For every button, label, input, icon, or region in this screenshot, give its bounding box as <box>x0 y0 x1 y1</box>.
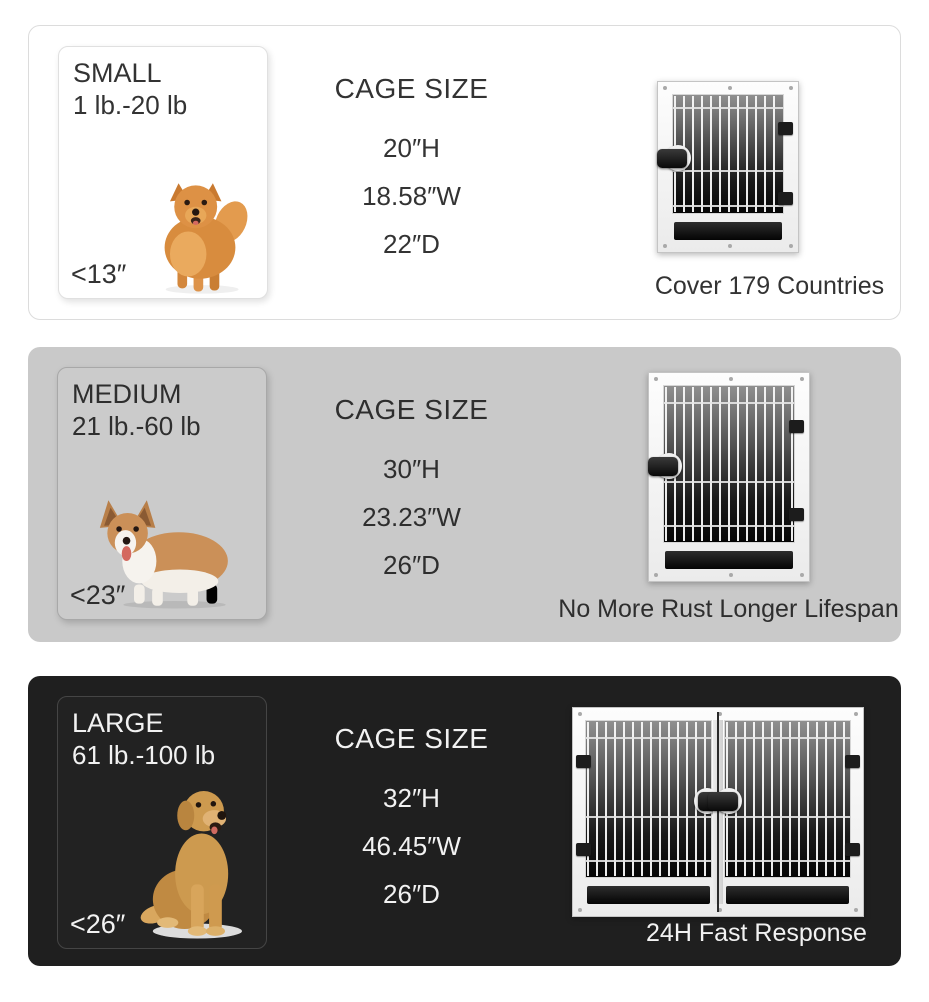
cage-specs: CAGE SIZE 30″H 23.23″W 26″D <box>267 347 556 642</box>
cage-hinge <box>788 508 804 522</box>
single-door-cage-photo <box>647 372 810 582</box>
cage-hinge <box>777 191 793 205</box>
cage-depth-value: 26″D <box>383 550 440 580</box>
cage-knob <box>656 149 687 169</box>
cage-hinge <box>576 843 591 857</box>
cage-hinge <box>576 754 591 768</box>
weight-range: 61 lb.-100 lb <box>72 739 216 770</box>
cage-height-value: 32″H <box>383 783 440 813</box>
size-panel-large: LARGE 61 lb.-100 lb < <box>28 676 901 966</box>
medium-dog-card: MEDIUM 21 lb.-60 lb <box>57 367 267 620</box>
single-door-cage-photo <box>656 81 799 253</box>
cage-hinge <box>788 419 804 433</box>
cage-hinge <box>845 843 860 857</box>
cage-size-heading: CAGE SIZE <box>334 73 489 104</box>
height-limit: <23″ <box>70 580 126 610</box>
large-dog-card: LARGE 61 lb.-100 lb < <box>57 696 267 949</box>
size-label: LARGE <box>72 708 164 738</box>
cage-column: Cover 179 Countries <box>555 26 900 319</box>
cage-width-value: 23.23″W <box>362 502 461 532</box>
cage-specs: CAGE SIZE 32″H 46.45″W 26″D <box>267 676 556 966</box>
cage-knob <box>647 456 678 476</box>
cage-depth-value: 22″D <box>383 229 440 259</box>
cage-tray <box>726 886 849 904</box>
corgi-photo <box>99 500 228 609</box>
golden-retriever-photo <box>140 791 242 939</box>
panel-caption: Cover 179 Countries <box>654 272 885 300</box>
cage-center-divider <box>713 712 723 912</box>
cage-size-heading: CAGE SIZE <box>334 723 489 754</box>
height-limit: <26″ <box>70 909 126 939</box>
height-limit: <13″ <box>71 259 127 289</box>
size-panel-small: SMALL 1 lb.-20 lb <13″ <box>28 25 901 320</box>
cage-width-value: 18.58″W <box>362 181 461 211</box>
double-door-cage-photo <box>572 707 864 917</box>
cage-knob <box>708 791 738 811</box>
cage-specs: CAGE SIZE 20″H 18.58″W 22″D <box>268 26 555 319</box>
pomeranian-photo <box>164 183 248 294</box>
weight-range: 1 lb.-20 lb <box>73 89 188 120</box>
cage-tray <box>587 886 710 904</box>
cage-tray <box>664 551 793 569</box>
cage-depth-value: 26″D <box>383 879 440 909</box>
small-dog-card: SMALL 1 lb.-20 lb <13″ <box>58 46 268 299</box>
size-label: MEDIUM <box>72 379 182 409</box>
cage-column: 24H Fast Response <box>556 676 901 966</box>
panel-caption: 24H Fast Response <box>646 919 867 947</box>
size-panel-medium: MEDIUM 21 lb.-60 lb <box>28 347 901 642</box>
cage-height-value: 30″H <box>383 454 440 484</box>
cage-size-heading: CAGE SIZE <box>334 394 489 425</box>
cage-hinge <box>845 754 860 768</box>
weight-range: 21 lb.-60 lb <box>72 410 201 441</box>
cage-width-value: 46.45″W <box>362 831 461 861</box>
cage-hinge <box>777 121 793 135</box>
panel-caption: No More Rust Longer Lifespan <box>558 595 899 623</box>
cage-height-value: 20″H <box>383 133 440 163</box>
cage-tray <box>673 222 782 240</box>
cage-column: No More Rust Longer Lifespan <box>556 347 901 642</box>
size-label: SMALL <box>73 58 162 88</box>
